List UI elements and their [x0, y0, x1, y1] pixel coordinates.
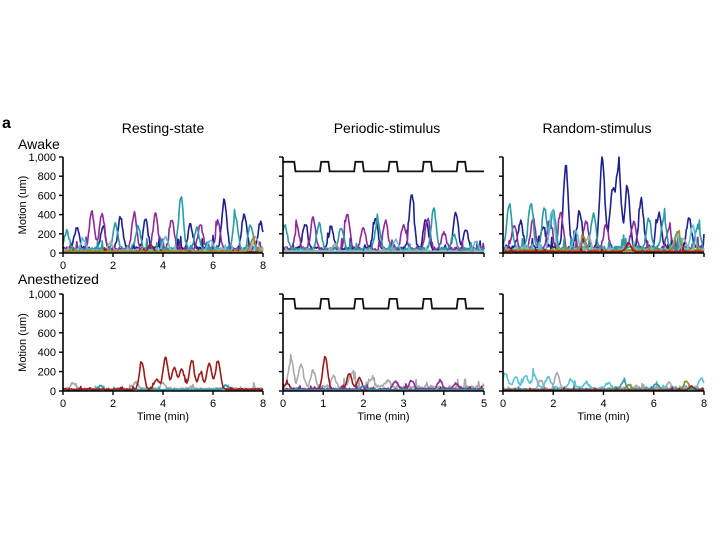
x-tick-label: 4	[441, 398, 447, 410]
x-tick-label: 5	[481, 398, 487, 410]
x-tick-label: 4	[160, 398, 166, 410]
x-tick-label: 0	[60, 260, 66, 272]
x-tick-label: 6	[210, 398, 216, 410]
stimulus-trace	[283, 297, 484, 310]
x-axis-label: Time (min)	[357, 411, 409, 423]
stimulus-trace	[283, 160, 484, 173]
y-tick-label: 0	[50, 386, 56, 398]
row-label-awake: Awake	[18, 136, 60, 152]
y-tick-label: 400	[38, 210, 56, 222]
x-tick-label: 1	[320, 398, 326, 410]
series-line-mouse-4	[282, 385, 485, 392]
y-tick-label: 600	[38, 328, 56, 340]
column-title-random: Random-stimulus	[543, 120, 652, 136]
series-line-mouse-5	[282, 242, 485, 254]
series-line-mouse-3	[62, 356, 264, 391]
y-tick-label: 400	[38, 347, 56, 359]
chart-panel-anesthetized-periodic: 0 1 2 3 4 5 Time (min)	[279, 293, 487, 423]
series-line-mouse-1	[502, 368, 705, 391]
y-tick-label: 0	[50, 248, 56, 260]
y-tick-label: 200	[38, 229, 56, 241]
chart-panel-anesthetized-random: 0 2 4 6 8 Time (min)	[499, 293, 707, 423]
series-line-mouse-2	[502, 211, 705, 252]
series-line-mouse-1	[282, 194, 485, 252]
series-line-mouse-7	[502, 241, 704, 254]
chart-panel-awake-resting: 0 2 4 6 8 0 200 400 600 800 1,000 Motion (um)	[17, 152, 266, 272]
x-tick-label: 2	[110, 260, 116, 272]
y-tick-label: 1,000	[28, 289, 56, 301]
series-line-mouse-3	[282, 207, 485, 253]
chart-panel-awake-random	[499, 156, 705, 257]
column-title-resting: Resting-state	[122, 120, 205, 136]
y-tick-label: 800	[38, 171, 56, 183]
x-tick-label: 2	[360, 398, 366, 410]
x-tick-label: 8	[260, 260, 266, 272]
x-tick-label: 3	[401, 398, 407, 410]
x-tick-label: 4	[600, 398, 606, 410]
panel-label: a	[2, 115, 11, 132]
chart-panel-awake-periodic	[279, 156, 485, 257]
y-tick-label: 1,000	[28, 152, 56, 164]
x-tick-label: 0	[280, 398, 286, 410]
x-tick-label: 2	[110, 398, 116, 410]
x-tick-label: 8	[260, 398, 266, 410]
x-tick-label: 0	[60, 398, 66, 410]
series-line-mouse-2	[62, 210, 264, 253]
column-title-periodic: Periodic-stimulus	[334, 120, 441, 136]
x-axis-label: Time (min)	[137, 411, 189, 423]
y-axis-label: Motion (um)	[17, 176, 29, 235]
chart-panel-anesthetized-resting: 0 2 4 6 8 0 200 400 600 800 1,000 Time (min) Motion …	[17, 289, 266, 423]
x-tick-label: 2	[550, 398, 556, 410]
x-tick-label: 6	[210, 260, 216, 272]
row-label-anesthetized: Anesthetized	[18, 271, 99, 287]
y-tick-label: 600	[38, 190, 56, 202]
y-tick-label: 800	[38, 308, 56, 320]
x-tick-label: 8	[701, 398, 707, 410]
x-axis-label: Time (min)	[577, 411, 629, 423]
y-tick-label: 200	[38, 367, 56, 379]
series-line-mouse-1	[282, 353, 485, 390]
x-tick-label: 0	[500, 398, 506, 410]
y-axis-label: Motion (um)	[17, 313, 29, 372]
x-tick-label: 4	[160, 260, 166, 272]
x-tick-label: 6	[651, 398, 657, 410]
